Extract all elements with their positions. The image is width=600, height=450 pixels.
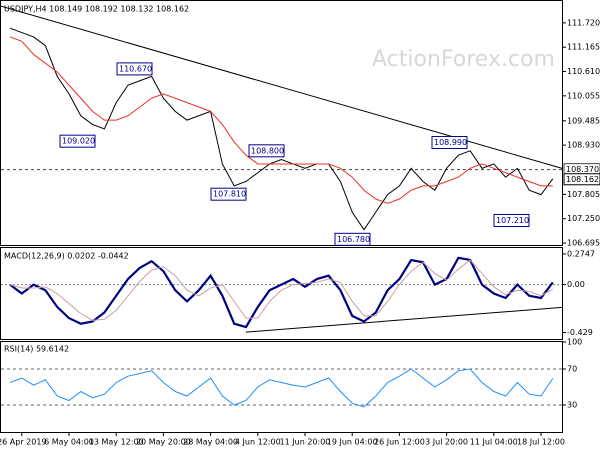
x-tick-label: 3 Jul 20:00 xyxy=(425,438,468,447)
annotation-label: 109.020 xyxy=(62,137,95,146)
watermark: ActionForex.com xyxy=(372,47,555,72)
x-tick-label: 4 Jun 12:00 xyxy=(235,438,281,447)
y-tick-label: 111.720 xyxy=(567,18,600,27)
x-tick-label: 26 Apr 2019 xyxy=(0,438,47,447)
x-tick-label: 13 May 12:00 xyxy=(89,438,144,447)
annotation-label: 108.990 xyxy=(434,138,467,147)
y-tick-label: 70 xyxy=(567,365,577,374)
x-tick-label: 11 Jun 20:00 xyxy=(280,438,331,447)
annotation-label: 106.780 xyxy=(337,235,370,244)
series-line xyxy=(9,256,554,329)
level-label: 108.370 xyxy=(566,165,599,174)
price-panel xyxy=(0,0,563,246)
y-tick-label: 107.805 xyxy=(567,190,600,199)
y-tick-label: 108.930 xyxy=(567,141,600,150)
x-tick-label: 19 Jun 04:00 xyxy=(327,438,378,447)
series-line xyxy=(9,368,554,408)
x-tick-label: 6 May 04:00 xyxy=(44,438,94,447)
macd-title: MACD(12,26,9) 0.0202 -0.0442 xyxy=(4,252,129,261)
trendline xyxy=(0,5,563,169)
y-tick-label: 110.055 xyxy=(567,91,600,100)
y-tick-label: 110.610 xyxy=(567,67,600,76)
annotation-box xyxy=(334,232,371,246)
y-tick-label: 0.00 xyxy=(567,280,585,289)
last-price-label: 108.162 xyxy=(566,175,599,184)
macd-panel xyxy=(0,247,563,340)
price-title: USDJPY,H4 108.149 108.192 108.132 108.16… xyxy=(4,5,189,14)
annotation-box xyxy=(431,135,468,149)
annotation-label: 110.670 xyxy=(119,64,152,73)
y-tick-label: 106.695 xyxy=(567,239,600,248)
annotation-box xyxy=(493,213,530,227)
x-tick-label: 26 Jun 12:00 xyxy=(374,438,425,447)
last-price-box xyxy=(563,173,600,186)
series-line xyxy=(9,27,554,231)
y-tick-label: 107.250 xyxy=(567,214,600,223)
x-tick-label: 20 May 20:00 xyxy=(136,438,191,447)
y-tick-label: -0.429 xyxy=(567,328,593,337)
y-tick-label: 0.2747 xyxy=(567,249,595,258)
annotation-box xyxy=(248,144,285,158)
series-line xyxy=(9,36,553,204)
y-tick-label: 100 xyxy=(567,338,582,347)
rsi-title: RSI(14) 59.6142 xyxy=(4,345,69,354)
rsi-panel xyxy=(0,341,563,433)
x-tick-label: 28 May 04:00 xyxy=(183,438,238,447)
y-tick-label: 109.485 xyxy=(567,116,600,125)
annotation-label: 107.810 xyxy=(213,190,246,199)
x-tick-label: 11 Jul 04:00 xyxy=(470,438,518,447)
y-tick-label: 30 xyxy=(567,401,577,410)
annotation-box xyxy=(59,134,96,148)
annotation-label: 108.800 xyxy=(251,146,284,155)
annotation-box xyxy=(116,62,153,76)
x-tick-label: 18 Jul 12:00 xyxy=(517,438,565,447)
y-tick-label: 111.165 xyxy=(567,43,600,52)
annotation-label: 107.210 xyxy=(496,216,529,225)
series-line xyxy=(9,259,554,321)
trendline xyxy=(245,306,563,333)
annotation-box xyxy=(210,187,247,201)
